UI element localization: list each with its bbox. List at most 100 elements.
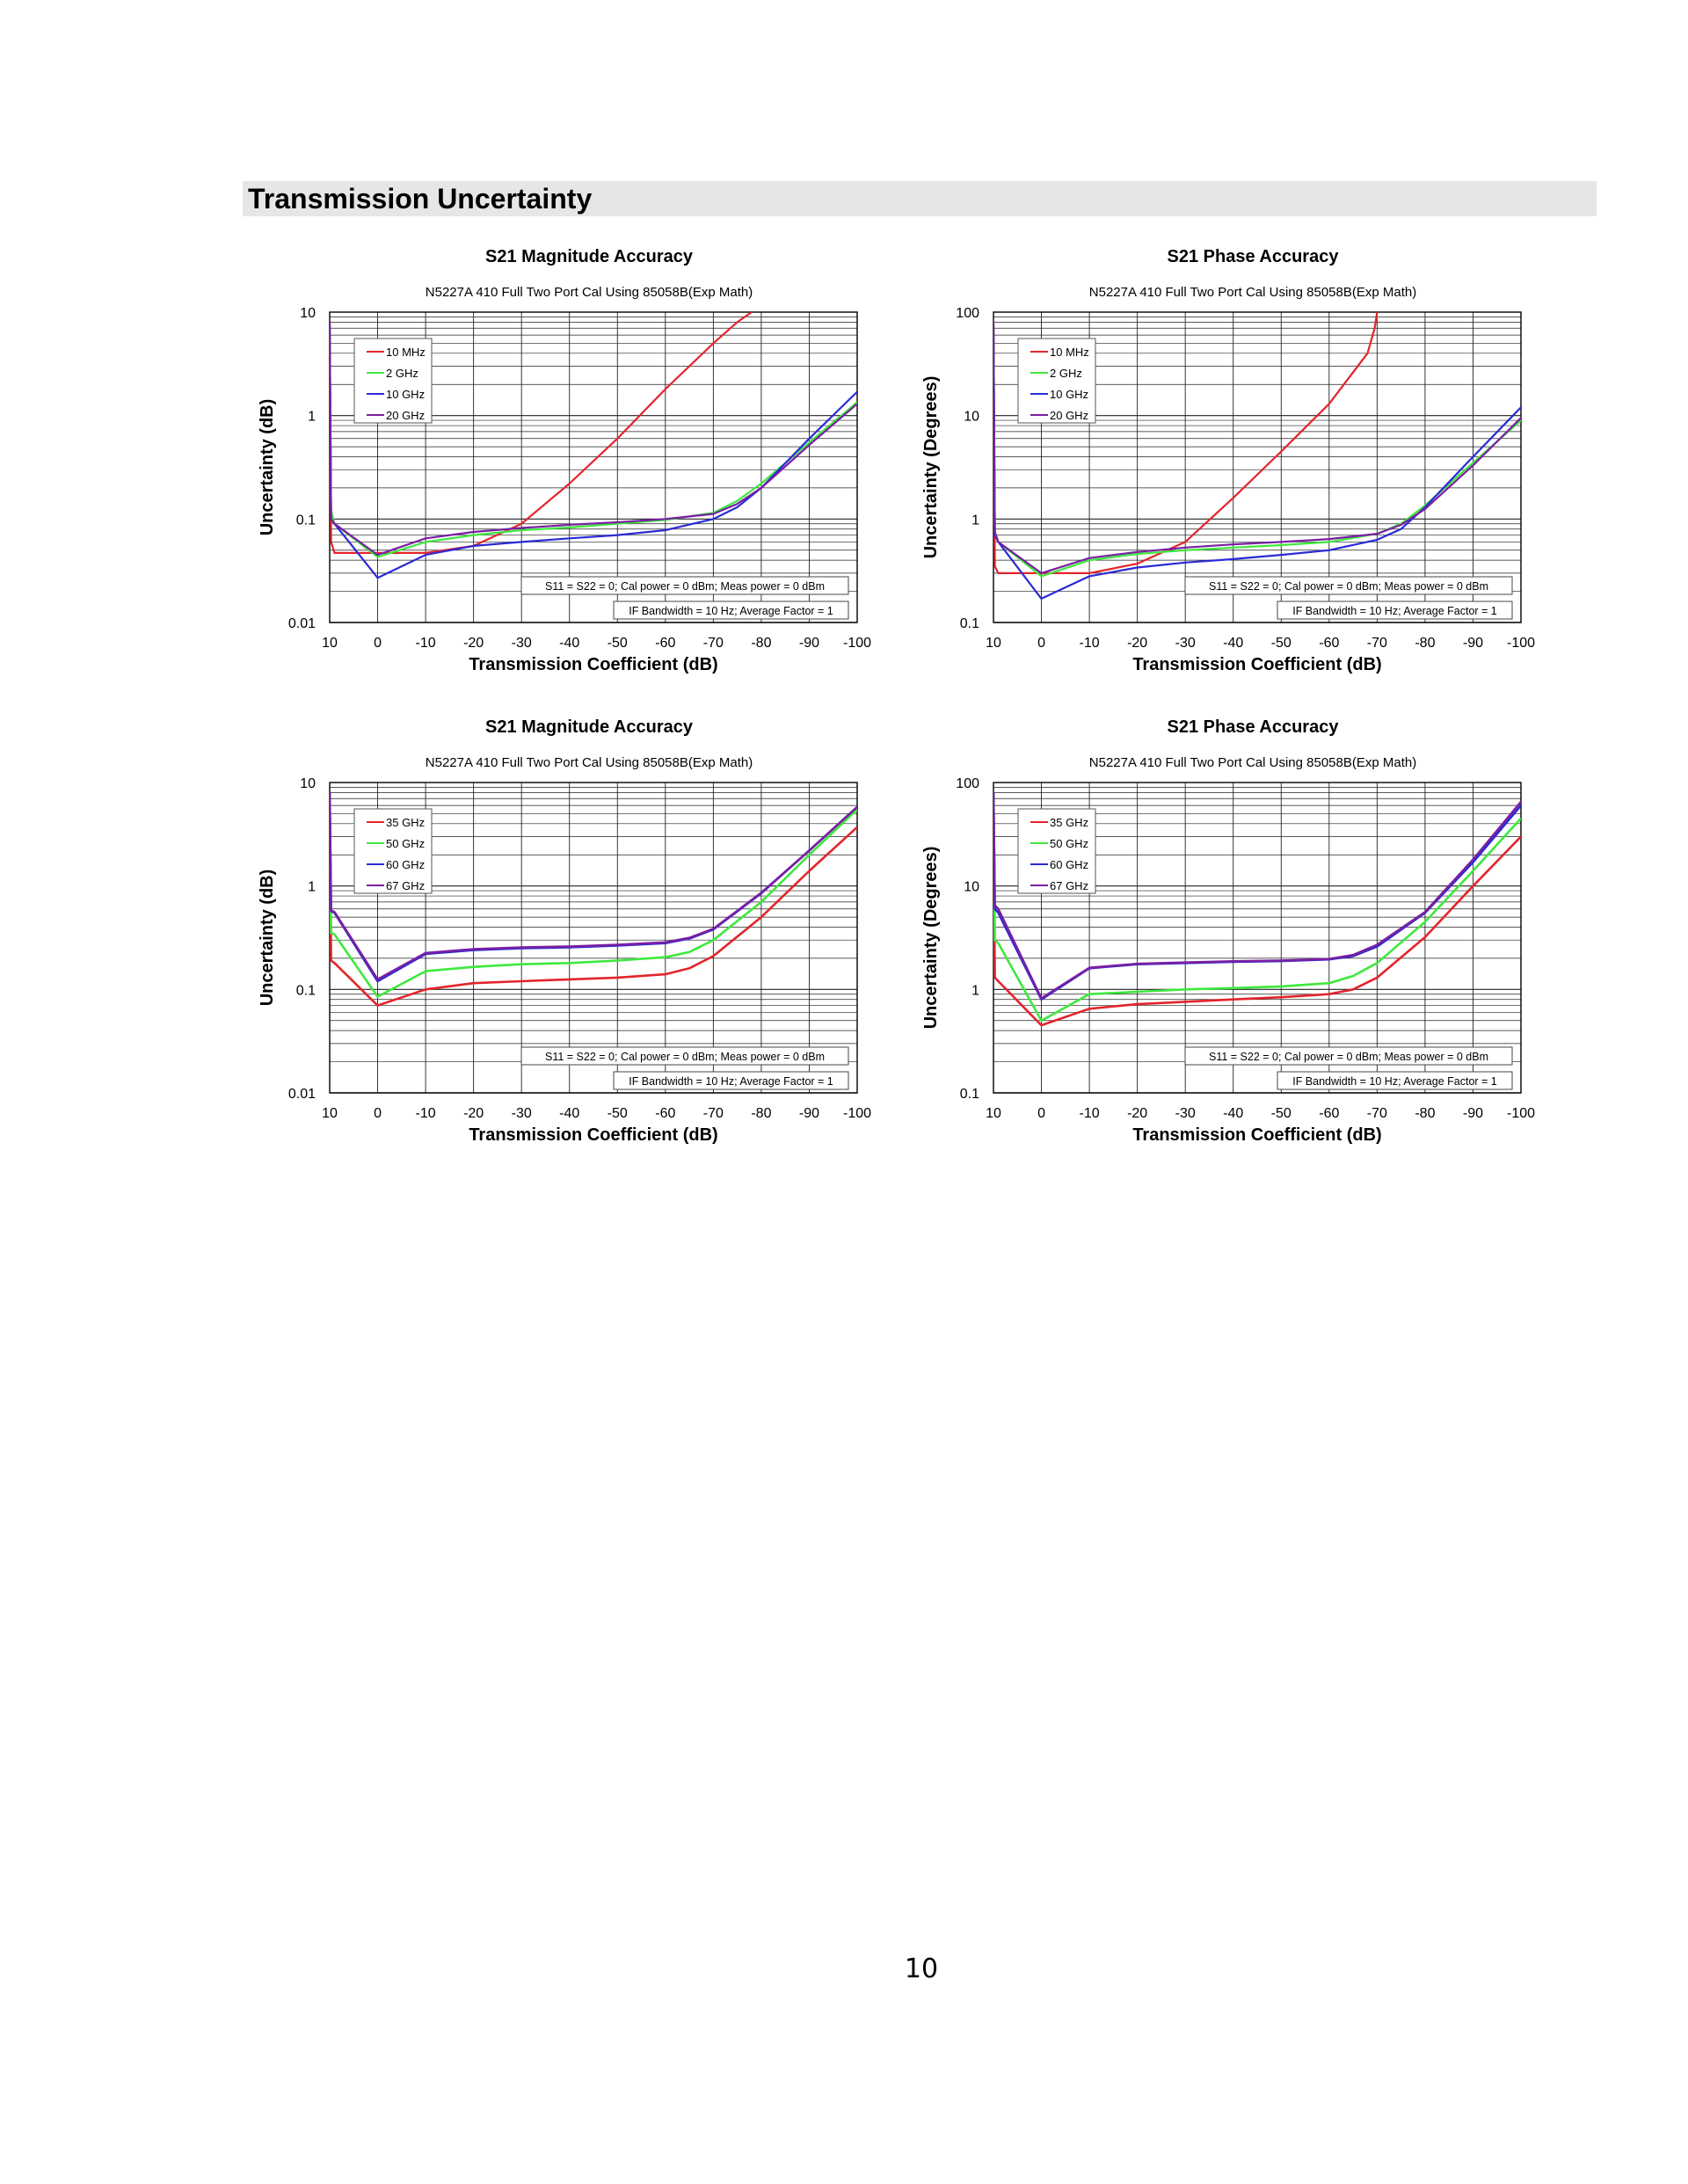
x-tick-label: -40 xyxy=(559,1106,579,1121)
x-tick-label: -100 xyxy=(843,1106,871,1121)
x-tick-label: -60 xyxy=(1319,1106,1339,1121)
x-tick-label: 10 xyxy=(322,636,338,651)
y-tick-label: 10 xyxy=(964,410,979,425)
annotation-box xyxy=(1277,601,1513,620)
chart-subtitle: N5227A 410 Full Two Port Cal Using 85058… xyxy=(1089,755,1416,770)
x-tick-label: -50 xyxy=(608,636,628,651)
annotation-box xyxy=(1184,576,1513,595)
legend-label: 35 GHz xyxy=(1050,816,1088,829)
series-line xyxy=(993,792,1521,1027)
x-tick-label: -80 xyxy=(751,636,771,651)
chart-phase-bottom: S21 Phase Accuracy N5227A 410 Full Two Po… xyxy=(910,708,1596,1174)
x-tick-label: -100 xyxy=(843,636,871,651)
x-tick-label: -20 xyxy=(1127,1106,1147,1121)
y-tick-label: 1 xyxy=(308,880,316,895)
y-tick-label: 0.1 xyxy=(296,983,316,998)
y-tick-label: 10 xyxy=(300,306,316,321)
legend-label: 10 GHz xyxy=(386,388,425,401)
annotation-text: IF Bandwidth = 10 Hz; Average Factor = 1 xyxy=(1292,1075,1497,1088)
y-axis-label: Uncertainty (Degrees) xyxy=(921,376,941,559)
x-tick-label: -20 xyxy=(463,636,484,651)
series-line xyxy=(993,792,1521,1023)
legend-label: 67 GHz xyxy=(386,879,425,892)
annotation-box xyxy=(1277,1071,1513,1090)
legend-label: 10 MHz xyxy=(386,346,426,359)
annotation-text: S11 = S22 = 0; Cal power = 0 dBm; Meas p… xyxy=(1209,1051,1488,1063)
annotation-text: S11 = S22 = 0; Cal power = 0 dBm; Meas p… xyxy=(1209,580,1488,593)
x-tick-label: -20 xyxy=(463,1106,484,1121)
x-tick-label: -70 xyxy=(703,636,724,651)
annotation-text: IF Bandwidth = 10 Hz; Average Factor = 1 xyxy=(629,1075,833,1088)
y-tick-label: 1 xyxy=(308,410,316,425)
legend-label: 50 GHz xyxy=(386,837,425,850)
legend-label: 60 GHz xyxy=(1050,858,1088,871)
chart-svg: S21 Phase Accuracy N5227A 410 Full Two Po… xyxy=(921,247,1535,674)
y-tick-label: 1 xyxy=(971,983,979,998)
y-tick-label: 1 xyxy=(971,513,979,528)
section-title: Transmission Uncertainty xyxy=(248,183,593,215)
x-tick-label: -30 xyxy=(512,636,532,651)
x-tick-label: -10 xyxy=(1080,636,1100,651)
annotation-text: IF Bandwidth = 10 Hz; Average Factor = 1 xyxy=(629,605,833,617)
x-tick-label: -90 xyxy=(799,1106,819,1121)
x-tick-label: -90 xyxy=(1463,1106,1483,1121)
x-tick-label: -60 xyxy=(655,636,675,651)
x-tick-label: -40 xyxy=(1223,1106,1243,1121)
x-axis-label: Transmission Coefficient (dB) xyxy=(1132,655,1381,674)
x-tick-label: 10 xyxy=(986,636,1001,651)
series-line xyxy=(993,322,1521,574)
section-header: Transmission Uncertainty xyxy=(243,181,1597,216)
page-number: 10 xyxy=(904,1954,939,1984)
chart-title: S21 Magnitude Accuracy xyxy=(485,247,694,266)
x-tick-label: -50 xyxy=(608,1106,628,1121)
x-tick-label: -60 xyxy=(1319,636,1339,651)
y-tick-label: 10 xyxy=(964,880,979,895)
legend-label: 20 GHz xyxy=(1050,409,1088,422)
chart-title: S21 Phase Accuracy xyxy=(1168,717,1340,737)
x-tick-label: -60 xyxy=(655,1106,675,1121)
y-tick-label: 0.01 xyxy=(288,1087,316,1102)
x-tick-label: -10 xyxy=(1080,1106,1100,1121)
y-axis-label: Uncertainty (Degrees) xyxy=(921,847,941,1030)
chart-phase-top: S21 Phase Accuracy N5227A 410 Full Two Po… xyxy=(910,237,1596,703)
x-tick-label: -80 xyxy=(751,1106,771,1121)
x-tick-label: -50 xyxy=(1271,1106,1291,1121)
annotation-box xyxy=(520,576,849,595)
x-tick-label: -80 xyxy=(1415,636,1435,651)
x-tick-label: -70 xyxy=(703,1106,724,1121)
chart-title: S21 Magnitude Accuracy xyxy=(485,717,694,737)
series-line xyxy=(330,792,857,981)
chart-svg: S21 Magnitude Accuracy N5227A 410 Full Tw… xyxy=(258,247,871,674)
x-tick-label: -20 xyxy=(1127,636,1147,651)
x-tick-label: 10 xyxy=(986,1106,1001,1121)
x-axis-label: Transmission Coefficient (dB) xyxy=(469,1125,717,1145)
x-tick-label: -90 xyxy=(1463,636,1483,651)
series-line xyxy=(993,792,1521,1000)
legend-label: 20 GHz xyxy=(386,409,425,422)
y-tick-label: 0.1 xyxy=(960,1087,979,1102)
x-tick-label: -70 xyxy=(1367,1106,1387,1121)
x-axis-label: Transmission Coefficient (dB) xyxy=(469,655,717,674)
legend-label: 10 GHz xyxy=(1050,388,1088,401)
x-tick-label: -40 xyxy=(1223,636,1243,651)
y-tick-label: 10 xyxy=(300,776,316,791)
x-tick-label: -30 xyxy=(512,1106,532,1121)
x-tick-label: -70 xyxy=(1367,636,1387,651)
x-axis-label: Transmission Coefficient (dB) xyxy=(1132,1125,1381,1145)
legend-label: 2 GHz xyxy=(1050,367,1082,380)
y-tick-label: 0.1 xyxy=(960,616,979,631)
x-tick-label: 0 xyxy=(374,636,382,651)
y-axis-label: Uncertainty (dB) xyxy=(258,399,277,536)
y-tick-label: 100 xyxy=(956,306,979,321)
annotation-box xyxy=(613,1071,849,1090)
legend-label: 35 GHz xyxy=(386,816,425,829)
x-tick-label: 0 xyxy=(1037,1106,1045,1121)
plot-frame xyxy=(329,782,858,1094)
series-line xyxy=(330,322,857,557)
legend-label: 50 GHz xyxy=(1050,837,1088,850)
chart-subtitle: N5227A 410 Full Two Port Cal Using 85058… xyxy=(426,755,753,770)
x-tick-label: -10 xyxy=(416,636,436,651)
x-tick-label: -100 xyxy=(1507,636,1535,651)
chart-subtitle: N5227A 410 Full Two Port Cal Using 85058… xyxy=(1089,285,1416,300)
annotation-box xyxy=(520,1046,849,1066)
